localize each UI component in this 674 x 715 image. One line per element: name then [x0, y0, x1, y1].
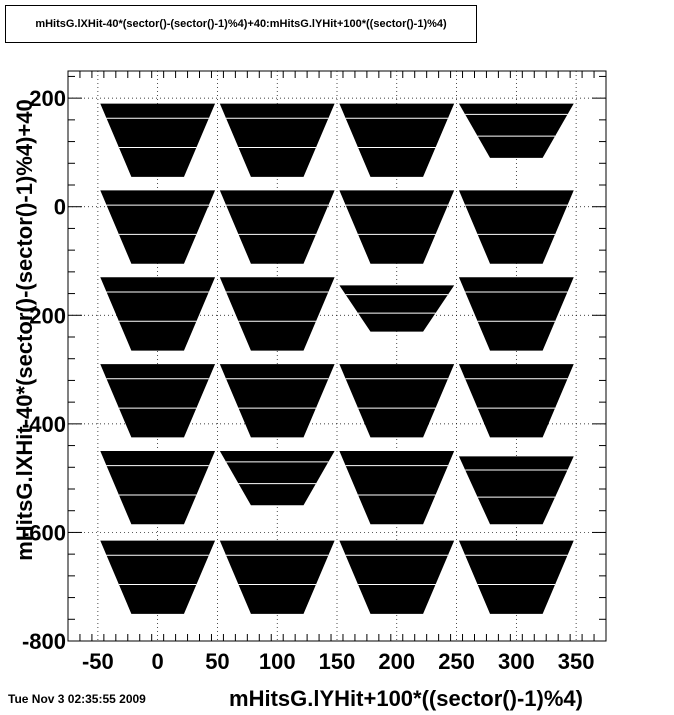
sector-blob — [219, 364, 335, 438]
sector-blob — [458, 277, 574, 351]
sector-blob — [458, 190, 574, 264]
footer-timestamp: Tue Nov 3 02:35:55 2009 — [8, 692, 146, 706]
y-tick-label: -200 — [22, 303, 66, 328]
sector-blob — [458, 103, 574, 158]
sector-blob — [339, 190, 455, 264]
sector-blob — [219, 190, 335, 264]
y-tick-label: -800 — [22, 629, 66, 654]
sector-blob — [339, 103, 455, 177]
x-tick-label: 350 — [558, 649, 595, 674]
y-tick-label: -400 — [22, 412, 66, 437]
sector-blob — [100, 190, 216, 264]
x-tick-label: 200 — [378, 649, 415, 674]
chart-title: mHitsG.lXHit-40*(sector()-(sector()-1)%4… — [5, 5, 477, 43]
sector-blob — [100, 540, 216, 614]
sector-blobs — [100, 103, 574, 614]
x-tick-label: 100 — [259, 649, 296, 674]
sector-blob — [219, 277, 335, 351]
x-tick-label: 0 — [152, 649, 164, 674]
y-tick-label: 0 — [54, 195, 66, 220]
x-tick-label: 150 — [319, 649, 356, 674]
tick-labels: -50 0 50 100 150 200 250 300 350 200 0 -200 -400 -600… — [22, 86, 595, 674]
x-tick-label: 300 — [498, 649, 535, 674]
y-tick-label: 200 — [29, 86, 66, 111]
sector-blob — [219, 540, 335, 614]
sector-blob — [339, 285, 455, 332]
sector-blob — [100, 364, 216, 438]
x-axis-title: mHitsG.lYHit+100*((sector()-1)%4) — [229, 686, 583, 711]
sector-blob — [100, 451, 216, 525]
sector-blob — [339, 451, 455, 525]
sector-blob — [339, 540, 455, 614]
sector-blob — [458, 456, 574, 525]
y-axis-title: mHitsG.lXHit-40*(sector()-(sector()-1)%4… — [12, 99, 37, 561]
sector-blob — [339, 364, 455, 438]
x-tick-label: -50 — [82, 649, 114, 674]
y-tick-label: -600 — [22, 520, 66, 545]
axis-ticks — [67, 71, 607, 642]
sector-blob — [219, 103, 335, 177]
x-tick-label: 50 — [205, 649, 229, 674]
sector-blob — [458, 364, 574, 438]
sector-blob — [100, 103, 216, 177]
x-tick-label: 250 — [438, 649, 475, 674]
sector-blob — [219, 451, 335, 506]
sector-blob — [100, 277, 216, 351]
plot-frame — [67, 70, 607, 642]
sector-blob — [458, 540, 574, 614]
